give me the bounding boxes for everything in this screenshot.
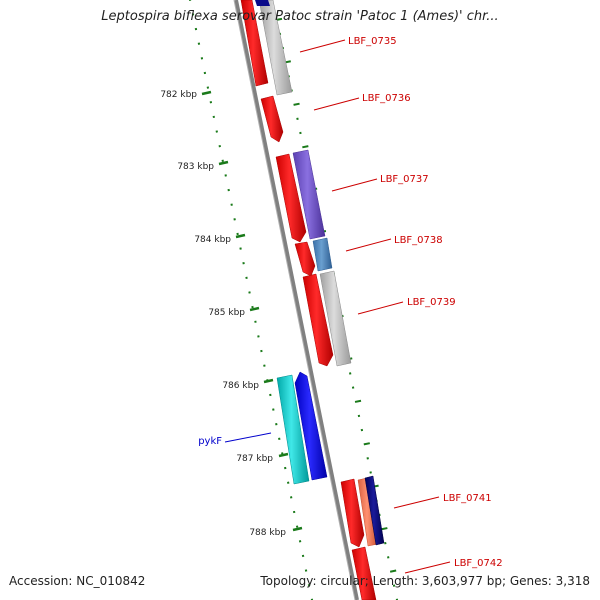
ruler-labels: 782 kbp 783 kbp 784 kbp 785 kbp 786 kbp … (160, 90, 303, 538)
ruler-label: 784 kbp (194, 235, 231, 245)
ruler-tick (354, 399, 362, 403)
accession-label: Accession: NC_010842 (9, 574, 146, 588)
ruler-mark-783: 783 kbp (177, 160, 229, 172)
gene-features (240, 0, 385, 600)
gene-pykf[interactable] (276, 371, 328, 485)
ruler-tick (381, 527, 388, 531)
gene-label[interactable]: LBF_0738 (394, 235, 443, 246)
gene-label[interactable]: LBF_0735 (348, 36, 397, 47)
ruler-tick (389, 569, 397, 573)
callout-lbf-0736: LBF_0736 (313, 93, 411, 111)
gene-callouts: LBF_0735 LBF_0736 LBF_0737 LBF_0738 LBF_… (198, 36, 503, 574)
map-title: Leptospira biflexa serovar Patoc strain … (101, 9, 499, 24)
ruler-label: 786 kbp (222, 381, 259, 391)
callout-lbf-0741: LBF_0741 (393, 493, 492, 509)
gene-lbf-0735[interactable] (240, 0, 293, 96)
gene-lbf-0741[interactable] (340, 475, 385, 548)
ruler-mark-786: 786 kbp (222, 378, 274, 391)
ruler-label: 788 kbp (249, 528, 286, 538)
gene-lbf-0742[interactable] (351, 546, 377, 600)
gene-label[interactable]: LBF_0737 (380, 174, 429, 185)
ruler-tick (293, 102, 300, 106)
gene-label[interactable]: LBF_0736 (362, 93, 411, 104)
callout-lbf-0737: LBF_0737 (331, 174, 429, 192)
gene-label[interactable]: LBF_0741 (443, 493, 492, 504)
ruler-label: 787 kbp (236, 454, 273, 464)
ruler-mark-787: 787 kbp (236, 452, 289, 464)
ruler-mark-782: 782 kbp (160, 90, 212, 100)
gene-lbf-0737[interactable] (275, 149, 326, 243)
ruler-mark-785: 785 kbp (208, 306, 260, 318)
ruler-label: 782 kbp (160, 90, 197, 100)
callout-lbf-0738: LBF_0738 (345, 235, 443, 252)
gene-label[interactable]: pykF (198, 436, 222, 447)
callout-lbf-0739: LBF_0739 (357, 297, 456, 315)
callout-lbf-0742: LBF_0742 (404, 558, 503, 574)
ruler-mark-788: 788 kbp (249, 526, 303, 538)
gene-lbf-0736[interactable] (260, 95, 284, 143)
ruler-label: 785 kbp (208, 308, 245, 318)
ruler-label: 783 kbp (177, 162, 214, 172)
gene-label[interactable]: LBF_0739 (407, 297, 456, 308)
gene-lbf-0738[interactable] (294, 237, 333, 277)
backbone (233, 0, 359, 600)
ruler-tick (302, 145, 309, 149)
gene-lbf-0739[interactable] (302, 270, 352, 367)
callout-lbf-0735: LBF_0735 (299, 36, 397, 53)
callout-pykf: pykF (198, 432, 272, 447)
gene-label[interactable]: LBF_0742 (454, 558, 503, 569)
ruler-mark-784: 784 kbp (194, 233, 246, 245)
ruler-tick (363, 442, 371, 446)
genome-summary: Topology: circular; Length: 3,603,977 bp… (260, 574, 590, 588)
